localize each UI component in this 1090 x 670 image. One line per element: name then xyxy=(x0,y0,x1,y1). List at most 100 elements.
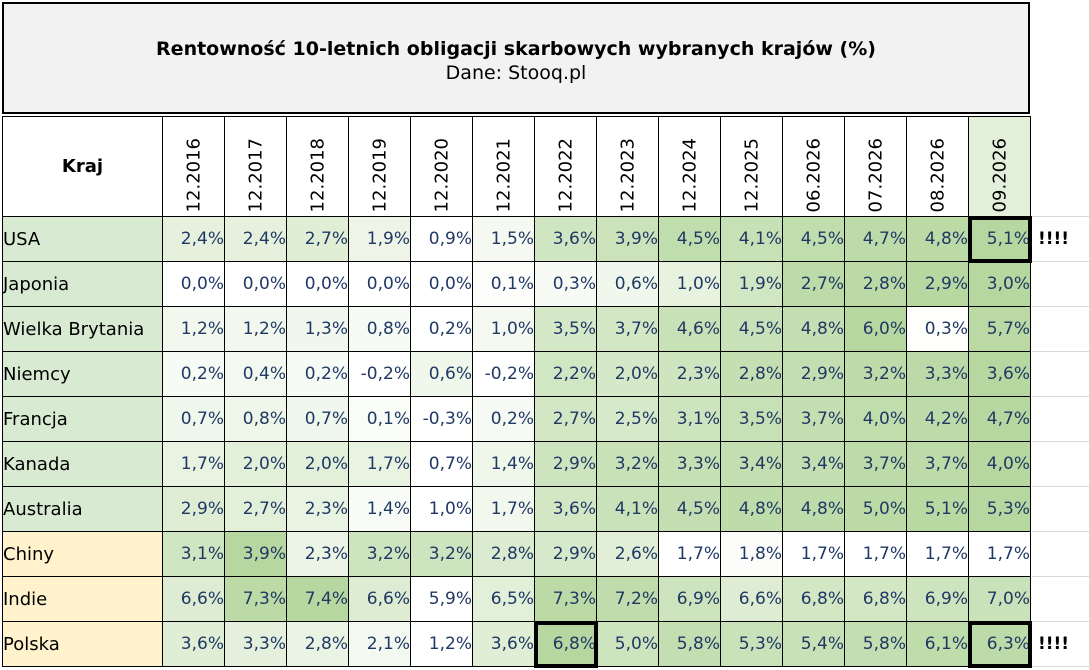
value-cell[interactable]: 0,0% xyxy=(224,261,287,307)
value-cell[interactable]: 7,4% xyxy=(286,576,349,622)
value-cell[interactable]: 3,7% xyxy=(596,306,659,352)
value-cell[interactable]: 1,7% xyxy=(472,486,535,532)
value-cell[interactable]: 1,0% xyxy=(410,486,473,532)
country-cell[interactable]: Chiny xyxy=(2,531,163,577)
value-cell[interactable]: 4,0% xyxy=(968,441,1031,487)
value-cell[interactable]: 0,8% xyxy=(224,396,287,442)
value-cell[interactable]: -0,2% xyxy=(472,351,535,397)
value-cell[interactable]: 0,6% xyxy=(596,261,659,307)
value-cell[interactable]: 1,8% xyxy=(720,531,783,577)
value-cell[interactable]: 1,9% xyxy=(348,216,411,262)
value-cell[interactable]: 4,7% xyxy=(968,396,1031,442)
value-cell[interactable]: 3,2% xyxy=(348,531,411,577)
value-cell[interactable]: 2,9% xyxy=(162,486,225,532)
value-cell[interactable]: 2,4% xyxy=(162,216,225,262)
value-cell[interactable]: 1,4% xyxy=(348,486,411,532)
value-cell[interactable]: 0,0% xyxy=(348,261,411,307)
value-cell[interactable]: 3,9% xyxy=(596,216,659,262)
value-cell[interactable]: 0,4% xyxy=(224,351,287,397)
value-cell[interactable]: 2,7% xyxy=(224,486,287,532)
country-cell[interactable]: Wielka Brytania xyxy=(2,306,163,352)
value-cell[interactable]: 1,7% xyxy=(906,531,969,577)
date-column-header[interactable]: 09.2026 xyxy=(968,116,1031,217)
value-cell[interactable]: 3,0% xyxy=(968,261,1031,307)
date-column-header[interactable]: 07.2026 xyxy=(844,116,907,217)
value-cell[interactable]: 0,2% xyxy=(286,351,349,397)
country-cell[interactable]: Indie xyxy=(2,576,163,622)
value-cell[interactable]: 3,3% xyxy=(224,621,287,667)
date-column-header[interactable]: 12.2019 xyxy=(348,116,411,217)
value-cell[interactable]: 3,6% xyxy=(534,486,597,532)
value-cell[interactable]: 2,7% xyxy=(534,396,597,442)
value-cell[interactable]: 3,6% xyxy=(472,621,535,667)
value-cell[interactable]: 0,3% xyxy=(906,306,969,352)
value-cell[interactable]: 1,7% xyxy=(658,531,721,577)
value-cell[interactable]: 3,4% xyxy=(720,441,783,487)
value-cell[interactable]: 2,8% xyxy=(720,351,783,397)
value-cell[interactable]: 0,2% xyxy=(410,306,473,352)
value-cell[interactable]: 3,6% xyxy=(968,351,1031,397)
country-cell[interactable]: Niemcy xyxy=(2,351,163,397)
value-cell[interactable]: 0,9% xyxy=(410,216,473,262)
value-cell[interactable]: 2,3% xyxy=(286,486,349,532)
value-cell[interactable]: 0,7% xyxy=(410,441,473,487)
value-cell[interactable]: 3,7% xyxy=(782,396,845,442)
value-cell[interactable]: 7,3% xyxy=(224,576,287,622)
value-cell[interactable]: -0,2% xyxy=(348,351,411,397)
value-cell[interactable]: 5,8% xyxy=(658,621,721,667)
value-cell[interactable]: 2,8% xyxy=(472,531,535,577)
value-cell[interactable]: 2,9% xyxy=(906,261,969,307)
value-cell[interactable]: 1,2% xyxy=(224,306,287,352)
country-cell[interactable]: Japonia xyxy=(2,261,163,307)
value-cell[interactable]: 4,8% xyxy=(782,306,845,352)
value-cell[interactable]: 4,5% xyxy=(782,216,845,262)
value-cell[interactable]: 4,5% xyxy=(658,486,721,532)
value-cell[interactable]: 5,3% xyxy=(720,621,783,667)
value-cell[interactable]: 1,4% xyxy=(472,441,535,487)
value-cell[interactable]: 1,7% xyxy=(844,531,907,577)
date-column-header[interactable]: 08.2026 xyxy=(906,116,969,217)
value-cell[interactable]: 0,3% xyxy=(534,261,597,307)
value-cell[interactable]: 5,0% xyxy=(596,621,659,667)
value-cell[interactable]: 4,5% xyxy=(720,306,783,352)
value-cell[interactable]: 6,6% xyxy=(720,576,783,622)
value-cell[interactable]: 3,1% xyxy=(658,396,721,442)
value-cell[interactable]: 3,7% xyxy=(906,441,969,487)
value-cell[interactable]: 0,7% xyxy=(286,396,349,442)
value-cell[interactable]: 5,9% xyxy=(410,576,473,622)
value-cell[interactable]: 1,7% xyxy=(348,441,411,487)
value-cell[interactable]: 1,5% xyxy=(472,216,535,262)
value-cell[interactable]: 0,8% xyxy=(348,306,411,352)
value-cell[interactable]: 7,2% xyxy=(596,576,659,622)
value-cell[interactable]: 3,7% xyxy=(844,441,907,487)
country-cell[interactable]: Kanada xyxy=(2,441,163,487)
value-cell[interactable]: 0,1% xyxy=(472,261,535,307)
country-cell[interactable]: USA xyxy=(2,216,163,262)
value-cell[interactable]: 2,7% xyxy=(782,261,845,307)
value-cell[interactable]: 3,2% xyxy=(410,531,473,577)
value-cell[interactable]: 4,8% xyxy=(906,216,969,262)
value-cell[interactable]: 4,0% xyxy=(844,396,907,442)
value-cell[interactable]: 6,5% xyxy=(472,576,535,622)
value-cell[interactable]: 1,7% xyxy=(968,531,1031,577)
value-cell[interactable]: 2,5% xyxy=(596,396,659,442)
value-cell[interactable]: 6,9% xyxy=(906,576,969,622)
title-box[interactable]: Rentowność 10-letnich obligacji skarbowy… xyxy=(2,2,1030,114)
value-cell[interactable]: 3,6% xyxy=(534,216,597,262)
value-cell[interactable]: 5,3% xyxy=(968,486,1031,532)
date-column-header[interactable]: 06.2026 xyxy=(782,116,845,217)
value-cell[interactable]: 6,3% xyxy=(967,620,1032,668)
date-column-header[interactable]: 12.2020 xyxy=(410,116,473,217)
value-cell[interactable]: 1,3% xyxy=(286,306,349,352)
date-column-header[interactable]: 12.2017 xyxy=(224,116,287,217)
value-cell[interactable]: 5,8% xyxy=(844,621,907,667)
date-column-header[interactable]: 12.2018 xyxy=(286,116,349,217)
value-cell[interactable]: 6,8% xyxy=(782,576,845,622)
country-column-header[interactable]: Kraj xyxy=(2,116,163,217)
date-column-header[interactable]: 12.2023 xyxy=(596,116,659,217)
value-cell[interactable]: 4,8% xyxy=(782,486,845,532)
value-cell[interactable]: 4,1% xyxy=(596,486,659,532)
date-column-header[interactable]: 12.2021 xyxy=(472,116,535,217)
value-cell[interactable]: 2,3% xyxy=(286,531,349,577)
value-cell[interactable]: 3,2% xyxy=(844,351,907,397)
